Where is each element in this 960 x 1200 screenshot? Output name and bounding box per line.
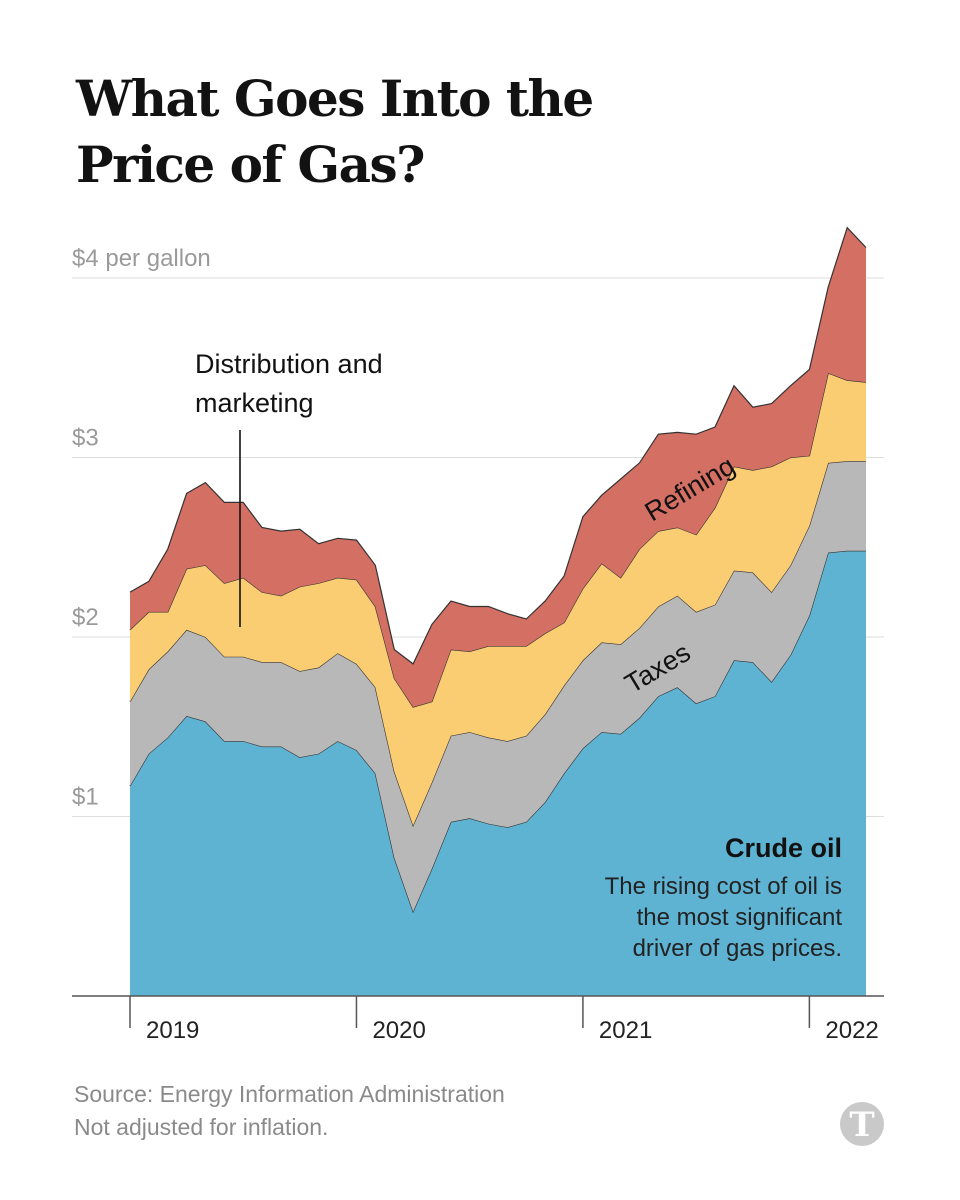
source-note: Source: Energy Information Administratio… (74, 1081, 505, 1107)
area-crude-oil (130, 550, 866, 996)
area-taxes (130, 461, 866, 912)
chart-title-line-1: What Goes Into the (76, 69, 594, 128)
axis-labels: $1 $2 $3 $4 per gallon 2019 2020 2021 2022 (72, 245, 879, 1044)
y-tick-label-1: $2 (72, 604, 99, 631)
x-tick-label-0: 2019 (146, 1017, 199, 1044)
crude-oil-desc-line-2: the most significant (637, 904, 843, 931)
area-edge-refining (129, 226, 867, 665)
distribution-label-line-1: Distribution and (195, 349, 383, 379)
crude-oil-desc-line-3: driver of gas prices. (633, 935, 842, 962)
crude-oil-label: Crude oil (725, 833, 842, 863)
area-distribution-and-marketing (130, 373, 866, 826)
x-tick-label-2: 2021 (599, 1017, 652, 1044)
x-axis (72, 995, 884, 1028)
x-tick-label-1: 2020 (372, 1017, 425, 1044)
x-tick-label-3: 2022 (825, 1017, 878, 1044)
stacked-areas (129, 226, 867, 996)
footer: Source: Energy Information Administratio… (74, 1078, 505, 1144)
inflation-note: Not adjusted for inflation. (74, 1114, 329, 1140)
y-tick-label-0: $1 (72, 784, 99, 811)
y-tick-label-2: $3 (72, 425, 99, 452)
chart-title-line-2: Price of Gas? (76, 135, 425, 194)
y-tick-label-3: $4 per gallon (72, 245, 211, 272)
svg-text:T: T (849, 1105, 874, 1145)
area-refining (130, 227, 866, 707)
nyt-t-logo-icon: T (840, 1102, 884, 1146)
chart-title: What Goes Into the Price of Gas? (76, 66, 896, 198)
distribution-label-line-2: marketing (195, 388, 314, 418)
crude-oil-desc-line-1: The rising cost of oil is (605, 873, 842, 900)
